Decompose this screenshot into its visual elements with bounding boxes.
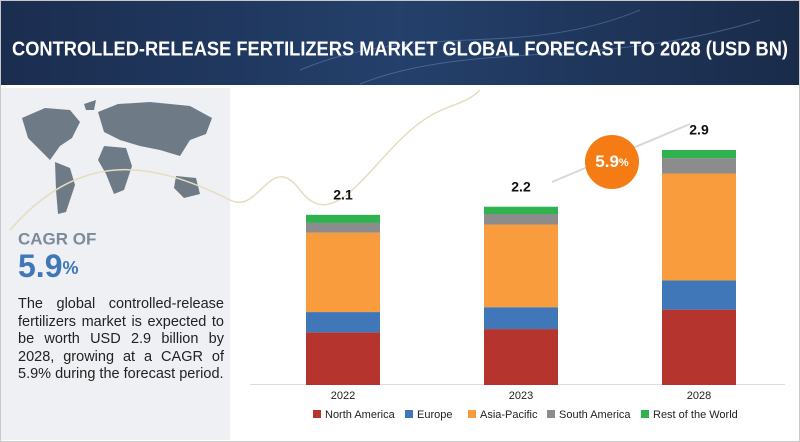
bar-segment: [484, 206, 558, 215]
bubble-text: 5.9%: [595, 152, 629, 171]
x-tick-label: 2028: [687, 390, 711, 402]
header-title: CONTROLLED-RELEASE FERTILIZERS MARKET GL…: [12, 38, 788, 60]
x-tick-label: 2023: [509, 390, 533, 402]
world-map: [22, 100, 212, 214]
cagr-label: CAGR OF: [18, 229, 96, 248]
header-decoration: [299, 9, 761, 85]
bar-segment: [662, 309, 736, 385]
bar-segment: [306, 312, 380, 333]
legend-swatch: [468, 410, 476, 418]
bar-segment: [662, 280, 736, 310]
bar-segment: [306, 222, 380, 233]
legend-label: Rest of the World: [653, 409, 738, 421]
bar-segment: [306, 214, 380, 223]
total-label: 2.2: [511, 178, 531, 194]
bar-segment: [662, 173, 736, 281]
legend-label: Europe: [417, 409, 452, 421]
total-label: 2.1: [333, 187, 353, 203]
total-label: 2.9: [689, 122, 709, 138]
legend-label: North America: [325, 409, 396, 421]
bar-segment: [662, 150, 736, 159]
description-box: The global controlled-release fertilizer…: [18, 296, 224, 382]
bar-segment: [484, 214, 558, 225]
bar-segment: [306, 332, 380, 385]
cagr-bubble: [585, 135, 639, 189]
cagr-number: 5.9: [18, 248, 62, 284]
bubble-number: 5.9: [595, 152, 619, 171]
decorative-curve: [9, 89, 481, 231]
bubble-unit: %: [619, 157, 629, 169]
legend-swatch: [641, 410, 649, 418]
description: The global controlled-release fertilizer…: [18, 296, 224, 382]
legend-swatch: [405, 410, 413, 418]
bar-segment: [306, 232, 380, 313]
legend-label: South America: [559, 409, 631, 421]
bar-segment: [484, 329, 558, 385]
legend-label: Asia-Pacific: [480, 409, 538, 421]
bar-segment: [484, 307, 558, 330]
x-tick-label: 2022: [331, 390, 355, 402]
cagr-unit: %: [62, 258, 78, 278]
legend-swatch: [547, 410, 555, 418]
bar-segment: [484, 224, 558, 308]
cagr-value: 5.9%: [18, 248, 79, 284]
legend-swatch: [313, 410, 321, 418]
bar-segment: [662, 158, 736, 174]
